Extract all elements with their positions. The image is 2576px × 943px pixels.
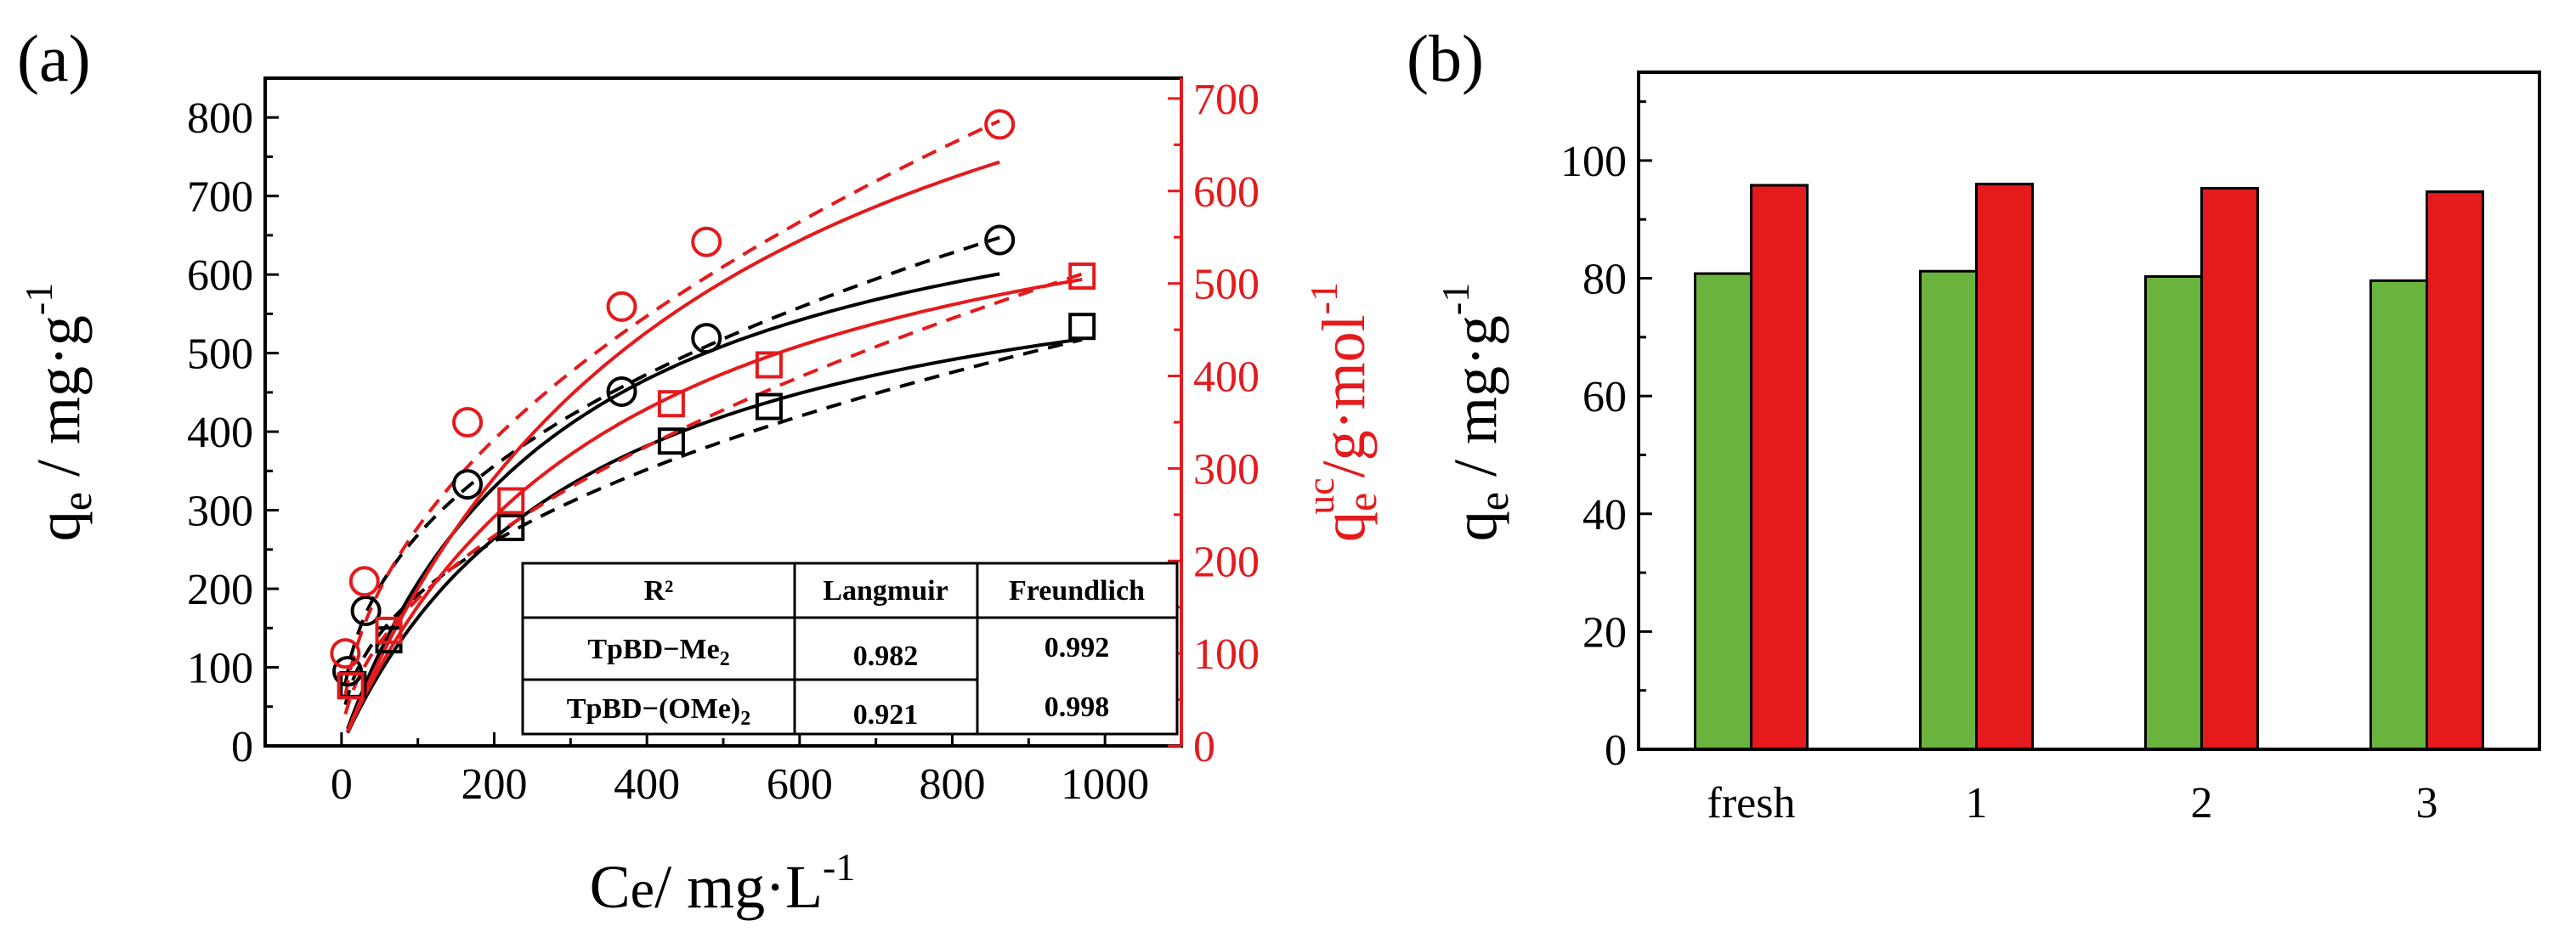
data-point-circle <box>984 109 1016 140</box>
x-tick-label: 0 <box>331 760 353 809</box>
y-left-tick-label: 800 <box>187 94 253 143</box>
bar <box>1694 272 1752 751</box>
table-header-langmuir: Langmuir <box>823 575 948 607</box>
data-point-square <box>755 392 783 421</box>
bar <box>2426 190 2484 751</box>
y-left-tick-label: 300 <box>187 488 253 536</box>
y-axis-ticks-b: 0 20 40 60 80 100 <box>1560 100 1652 775</box>
table-row-1-name: TpBD−Me2 <box>587 634 729 670</box>
data-point-circle <box>348 566 380 597</box>
y-tick-label-b: 60 <box>1582 373 1627 421</box>
data-point-square <box>755 351 783 379</box>
data-point-square <box>375 616 403 644</box>
y-right-tick-label: 200 <box>1193 538 1260 586</box>
y-axis-right-ticks: 0 100 200 300 400 500 600 700 <box>1168 76 1260 771</box>
data-points <box>330 109 1096 700</box>
data-point-square <box>657 390 685 418</box>
bar <box>1919 269 1978 751</box>
freundlich-fit-line <box>343 272 1083 715</box>
data-point-square <box>1068 313 1096 341</box>
panel-a-label: (a) <box>17 21 91 95</box>
table-row-2-name: TpBD−(OMe)2 <box>567 693 750 730</box>
data-point-square <box>337 672 365 700</box>
table-row-2-freundlich: 0.998 <box>1045 692 1110 723</box>
data-point-circle <box>330 638 361 669</box>
data-point-circle <box>350 595 382 626</box>
y-tick-label-b: 40 <box>1582 491 1627 539</box>
y-right-tick-label: 100 <box>1193 630 1260 679</box>
plot-frame-b <box>1637 71 2541 751</box>
y-axis-left-label: qe / mg·g-1 <box>17 283 100 542</box>
freundlich-fit-line <box>343 337 1083 706</box>
r2-table: R² Langmuir Freundlich TpBD−Me2 0.982 0.… <box>521 562 1179 736</box>
table-header-r2: R² <box>644 575 674 607</box>
bar <box>1750 184 1809 751</box>
data-point-square <box>497 513 525 541</box>
x-tick-label: 600 <box>767 760 833 809</box>
data-point-circle <box>452 406 484 438</box>
y-right-tick-label: 300 <box>1193 445 1260 494</box>
table-row-1-langmuir: 0.982 <box>853 641 919 672</box>
table-row-2-langmuir: 0.921 <box>853 699 919 731</box>
x-tick-label: 1000 <box>1061 760 1149 809</box>
y-right-tick-label: 500 <box>1193 261 1260 309</box>
y-left-tick-label: 700 <box>187 173 253 222</box>
data-point-circle <box>691 226 722 257</box>
y-left-tick-label: 100 <box>187 645 253 693</box>
y-right-tick-label: 700 <box>1193 76 1260 124</box>
y-axis-label-b: qe / mg·g-1 <box>1434 283 1517 542</box>
data-point-circle <box>606 376 637 407</box>
y-right-tick-label: 0 <box>1193 723 1215 771</box>
x-tick-label: 200 <box>461 760 528 809</box>
y-axis-left-ticks: 0 100 200 300 400 500 600 700 800 <box>187 76 279 771</box>
y-left-tick-label: 500 <box>187 330 253 379</box>
x-tick-label: 800 <box>920 760 986 809</box>
y-left-tick-label: 200 <box>187 566 253 614</box>
data-point-square <box>657 427 685 455</box>
y-left-tick-label: 0 <box>231 723 253 771</box>
x-axis-ticks-b: fresh 1 2 3 <box>1707 736 2438 827</box>
panel-b-chart: 0 20 40 60 80 100 fresh 1 2 3 qe / mg·g-1 <box>1434 71 2541 827</box>
y-tick-label-b: 80 <box>1582 256 1627 304</box>
panel-a-chart: 0 200 400 600 800 1000 0100200300400500600700… <box>17 76 1385 921</box>
x-tick-label: 400 <box>614 760 680 809</box>
data-point-circle <box>984 224 1016 256</box>
y-tick-label-b: 0 <box>1605 726 1627 775</box>
y-axis-right-label: qeuc/g·mol-1 <box>1299 282 1385 542</box>
x-tick-label-b: 3 <box>2416 779 2438 827</box>
x-axis-ticks: 0 200 400 600 800 1000 <box>263 732 1149 809</box>
langmuir-fit-line <box>346 337 1083 734</box>
bars <box>1694 183 2484 751</box>
data-point-circle <box>691 323 722 354</box>
data-point-circle <box>452 469 484 500</box>
data-point-square <box>497 487 525 515</box>
y-tick-label-b: 100 <box>1560 138 1627 186</box>
x-tick-label-b: fresh <box>1707 779 1796 827</box>
table-row-1-freundlich: 0.992 <box>1045 632 1110 663</box>
x-tick-label-b: 1 <box>1966 779 1988 827</box>
bar <box>2144 274 2203 751</box>
x-tick-label-b: 2 <box>2191 779 2213 827</box>
y-tick-label-b: 20 <box>1582 608 1627 657</box>
bar <box>2200 187 2259 751</box>
y-right-tick-label: 600 <box>1193 168 1260 217</box>
y-left-tick-label: 600 <box>187 251 253 300</box>
table-header-freundlich: Freundlich <box>1009 575 1145 607</box>
data-point-circle <box>606 291 637 322</box>
langmuir-fit-line <box>346 278 1083 733</box>
y-right-tick-label: 400 <box>1193 353 1260 402</box>
bar <box>2369 279 2428 751</box>
x-axis-label: Ce/ mg·L-1 <box>590 845 856 921</box>
panel-b-label: (b) <box>1407 21 1484 95</box>
langmuir-fit-line <box>346 160 1000 732</box>
y-left-tick-label: 400 <box>187 409 253 457</box>
bar <box>1975 183 2034 751</box>
data-point-square <box>1068 262 1096 290</box>
